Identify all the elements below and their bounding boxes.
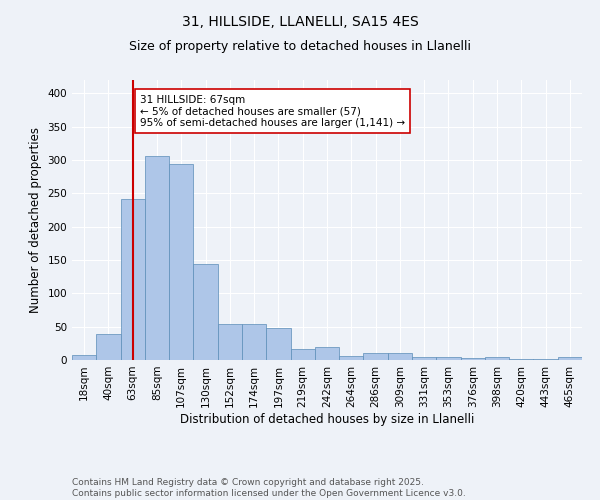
- Bar: [558, 358, 582, 360]
- Bar: [461, 358, 485, 360]
- Bar: [436, 358, 461, 360]
- Bar: [412, 358, 436, 360]
- Bar: [485, 358, 509, 360]
- Bar: [169, 164, 193, 360]
- Bar: [72, 354, 96, 360]
- Bar: [242, 324, 266, 360]
- Bar: [339, 356, 364, 360]
- X-axis label: Distribution of detached houses by size in Llanelli: Distribution of detached houses by size …: [180, 412, 474, 426]
- Bar: [193, 264, 218, 360]
- Bar: [315, 348, 339, 360]
- Bar: [145, 156, 169, 360]
- Y-axis label: Number of detached properties: Number of detached properties: [29, 127, 42, 313]
- Bar: [388, 352, 412, 360]
- Text: 31, HILLSIDE, LLANELLI, SA15 4ES: 31, HILLSIDE, LLANELLI, SA15 4ES: [182, 15, 418, 29]
- Bar: [121, 200, 145, 360]
- Text: Contains HM Land Registry data © Crown copyright and database right 2025.
Contai: Contains HM Land Registry data © Crown c…: [72, 478, 466, 498]
- Bar: [96, 334, 121, 360]
- Text: Size of property relative to detached houses in Llanelli: Size of property relative to detached ho…: [129, 40, 471, 53]
- Bar: [266, 328, 290, 360]
- Bar: [218, 324, 242, 360]
- Text: 31 HILLSIDE: 67sqm
← 5% of detached houses are smaller (57)
95% of semi-detached: 31 HILLSIDE: 67sqm ← 5% of detached hous…: [140, 94, 405, 128]
- Bar: [364, 352, 388, 360]
- Bar: [290, 348, 315, 360]
